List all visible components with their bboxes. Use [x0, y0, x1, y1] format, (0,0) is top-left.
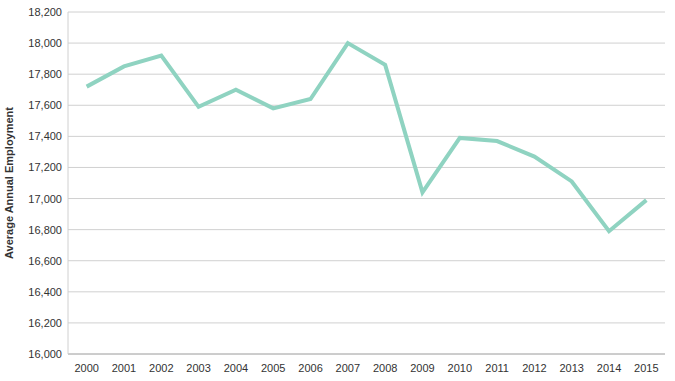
x-tick-label: 2009 [410, 362, 434, 374]
x-tick-label: 2005 [261, 362, 285, 374]
x-tick-label: 2012 [522, 362, 546, 374]
chart-svg: 16,000 16,200 16,400 16,600 16,800 17,000 17,2… [0, 0, 675, 381]
y-tick-label: 17,600 [28, 99, 62, 111]
y-tick-label: 17,000 [28, 193, 62, 205]
grid-line [68, 229, 665, 230]
grid-line [68, 43, 665, 44]
grid [68, 12, 665, 354]
x-tick-label: 2013 [559, 362, 583, 374]
x-tick-label: 2011 [485, 362, 509, 374]
x-tick-label: 2006 [298, 362, 322, 374]
x-tick-label: 2002 [149, 362, 173, 374]
grid-line [68, 322, 665, 323]
x-tick-label: 2015 [634, 362, 658, 374]
y-axis-title: Average Annual Employment [3, 107, 15, 259]
x-tick-label: 2014 [597, 362, 621, 374]
grid-line [68, 12, 665, 13]
y-tick-label: 16,800 [28, 224, 62, 236]
x-tick-label: 2000 [74, 362, 98, 374]
x-tick-label: 2003 [186, 362, 210, 374]
y-tick-label: 16,600 [28, 255, 62, 267]
y-tick-label: 17,800 [28, 68, 62, 80]
grid-line [68, 136, 665, 137]
data-line [87, 43, 647, 231]
grid-line [68, 105, 665, 106]
x-tick-label: 2008 [373, 362, 397, 374]
x-tick-label: 2007 [336, 362, 360, 374]
grid-line [68, 291, 665, 292]
grid-line [68, 198, 665, 199]
grid-line [68, 354, 665, 355]
chart-container: 16,000 16,200 16,400 16,600 16,800 17,000 17,2… [0, 0, 675, 381]
y-tick-label: 16,000 [28, 348, 62, 360]
grid-line [68, 74, 665, 75]
y-tick-label: 16,400 [28, 286, 62, 298]
x-tick-label: 2001 [112, 362, 136, 374]
grid-line [68, 260, 665, 261]
y-tick-label: 16,200 [28, 317, 62, 329]
x-tick-label: 2010 [448, 362, 472, 374]
y-tick-label: 17,400 [28, 130, 62, 142]
plot-area [87, 43, 647, 231]
grid-line [68, 167, 665, 168]
y-tick-label: 17,200 [28, 161, 62, 173]
y-axis-line [68, 12, 69, 354]
y-tick-label: 18,000 [28, 37, 62, 49]
y-tick-label: 18,200 [28, 6, 62, 18]
x-tick-label: 2004 [224, 362, 248, 374]
